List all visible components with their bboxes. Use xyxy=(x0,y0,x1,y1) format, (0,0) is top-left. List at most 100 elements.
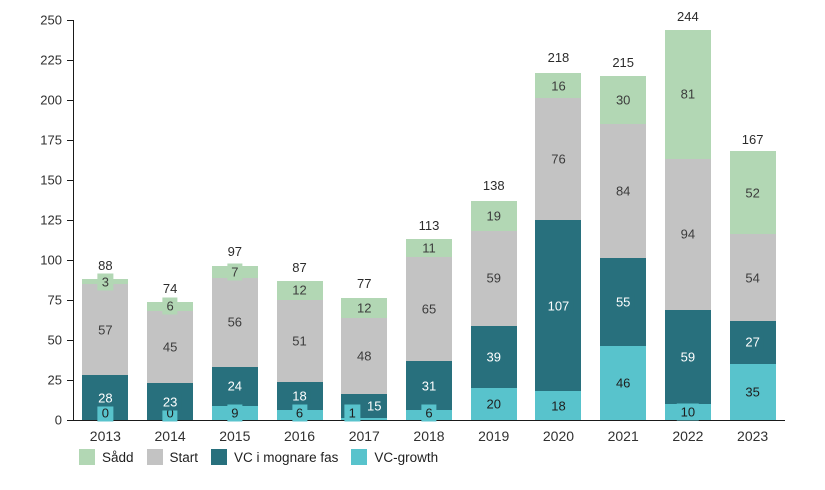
bar-segment-label: 12 xyxy=(288,281,311,299)
x-axis-category-label: 2021 xyxy=(607,428,639,444)
y-axis-tick-label: 100 xyxy=(40,252,62,268)
bar-segment-label: 15 xyxy=(363,397,386,415)
bar-segment-label: 28 xyxy=(94,389,117,407)
bar-segment-label: 7 xyxy=(227,263,243,281)
legend-item: Start xyxy=(146,449,199,465)
bar-segment-label: 84 xyxy=(611,182,635,200)
y-axis-tick-mark xyxy=(67,20,73,21)
bar-segment-label: 94 xyxy=(676,225,700,243)
y-axis-tick-label: 50 xyxy=(47,332,62,348)
y-axis-tick-label: 250 xyxy=(40,12,62,28)
bar-segment-label: 6 xyxy=(291,404,308,422)
bar-segment-label: 65 xyxy=(417,300,441,318)
bar-total-label: 138 xyxy=(482,178,505,194)
bar-segment-label: 57 xyxy=(94,321,117,339)
y-axis-tick-mark xyxy=(67,420,73,421)
bar-segment xyxy=(341,418,388,420)
y-axis-tick-label: 150 xyxy=(40,172,62,188)
bar-segment-label: 46 xyxy=(611,374,635,392)
legend-swatch xyxy=(351,449,368,465)
bar-segment-label: 76 xyxy=(547,150,570,168)
y-axis-tick-label: 125 xyxy=(40,212,62,228)
bar-segment-label: 59 xyxy=(482,269,505,287)
bar-segment-label: 18 xyxy=(547,397,570,415)
bar-segment-label: 20 xyxy=(482,395,505,413)
x-axis-category-label: 2014 xyxy=(154,428,186,444)
legend-swatch xyxy=(146,449,163,465)
bar-segment-label: 1 xyxy=(344,404,360,422)
bar-segment-label: 6 xyxy=(162,297,178,315)
bar-segment-label: 31 xyxy=(417,377,441,395)
x-axis-category-label: 2023 xyxy=(737,428,769,444)
bar-segment-label: 51 xyxy=(288,332,311,350)
bar-segment-label: 59 xyxy=(676,348,700,366)
bar-total-label: 77 xyxy=(357,275,372,291)
legend: Sådd Start VC i mognare fas VC-growth xyxy=(79,449,438,465)
bar-total-label: 167 xyxy=(741,131,764,147)
legend-label: VC i mognare fas xyxy=(234,449,339,465)
bar-segment-label: 55 xyxy=(611,293,635,311)
bar-segment-label: 35 xyxy=(741,383,764,401)
bar-segment-label: 27 xyxy=(741,333,764,351)
bar-total-label: 87 xyxy=(292,259,307,275)
bar-segment-label: 48 xyxy=(353,347,376,365)
x-axis-category-label: 2013 xyxy=(89,428,121,444)
bar-total-label: 88 xyxy=(98,258,113,274)
bar-segment-label: 0 xyxy=(97,404,113,422)
x-axis-category-label: 2017 xyxy=(348,428,380,444)
bar-segment-label: 19 xyxy=(482,207,505,225)
bar-segment-label: 11 xyxy=(418,239,440,257)
legend-swatch xyxy=(211,449,228,465)
bar-segment-label: 16 xyxy=(547,77,570,95)
x-axis-category-label: 2022 xyxy=(672,428,704,444)
bar-total-label: 218 xyxy=(547,50,570,66)
bar-segment-label: 23 xyxy=(158,393,182,411)
bar-total-label: 74 xyxy=(162,280,178,296)
bar-segment-label: 39 xyxy=(482,348,505,366)
y-axis-tick-mark xyxy=(67,180,73,181)
bar-segment-label: 10 xyxy=(676,403,700,421)
bar-total-label: 113 xyxy=(418,218,440,234)
y-axis-tick-label: 0 xyxy=(54,412,62,428)
bar-segment-label: 52 xyxy=(741,184,764,202)
plot-area: 0 28 57 3 88 0 23 45 6 74 9 24 56 7 97 6 18 51 12 87 1 15 48 12… xyxy=(73,9,785,422)
bar-segment-label: 107 xyxy=(543,297,574,315)
legend-swatch xyxy=(79,449,95,465)
y-axis-tick-mark xyxy=(67,140,73,141)
y-axis-tick-mark xyxy=(67,300,73,301)
bar-segment-label: 9 xyxy=(227,404,243,422)
y-axis-tick-mark xyxy=(67,260,73,261)
bar-total-label: 244 xyxy=(677,8,699,24)
x-axis-category-label: 2016 xyxy=(283,428,316,444)
y-axis-line xyxy=(73,20,74,420)
y-axis-tick-mark xyxy=(67,380,73,381)
bar-segment-label: 54 xyxy=(741,269,764,287)
bar-total-label: 97 xyxy=(227,243,243,259)
y-axis-tick-label: 75 xyxy=(47,292,62,308)
legend-item: VC i mognare fas xyxy=(211,449,338,465)
bar-segment-label: 3 xyxy=(97,273,113,291)
bar-segment-label: 6 xyxy=(421,404,437,422)
bar-segment-label: 12 xyxy=(353,299,376,317)
bar-segment-label: 24 xyxy=(223,377,247,395)
bar-segment-label: 30 xyxy=(611,91,635,109)
y-axis-tick-label: 25 xyxy=(47,372,62,388)
x-axis-category-label: 2019 xyxy=(478,428,510,444)
x-axis-category-label: 2020 xyxy=(542,428,575,444)
y-axis-tick-mark xyxy=(67,340,73,341)
bar-segment-label: 45 xyxy=(158,338,182,356)
x-axis-category-label: 2018 xyxy=(413,428,445,444)
y-axis-tick-label: 200 xyxy=(40,92,62,108)
y-axis-tick-mark xyxy=(67,60,73,61)
y-axis-tick-mark xyxy=(67,100,73,101)
y-axis-tick-mark xyxy=(67,220,73,221)
x-axis-category-label: 2015 xyxy=(219,428,251,444)
bar-segment-label: 81 xyxy=(676,85,700,103)
legend-label: Sådd xyxy=(102,449,134,465)
legend-label: Start xyxy=(169,449,199,465)
y-axis-tick-label: 175 xyxy=(40,132,62,148)
bar-total-label: 215 xyxy=(612,55,635,70)
legend-item: Sådd xyxy=(79,449,134,465)
bar-segment-label: 56 xyxy=(223,313,247,331)
